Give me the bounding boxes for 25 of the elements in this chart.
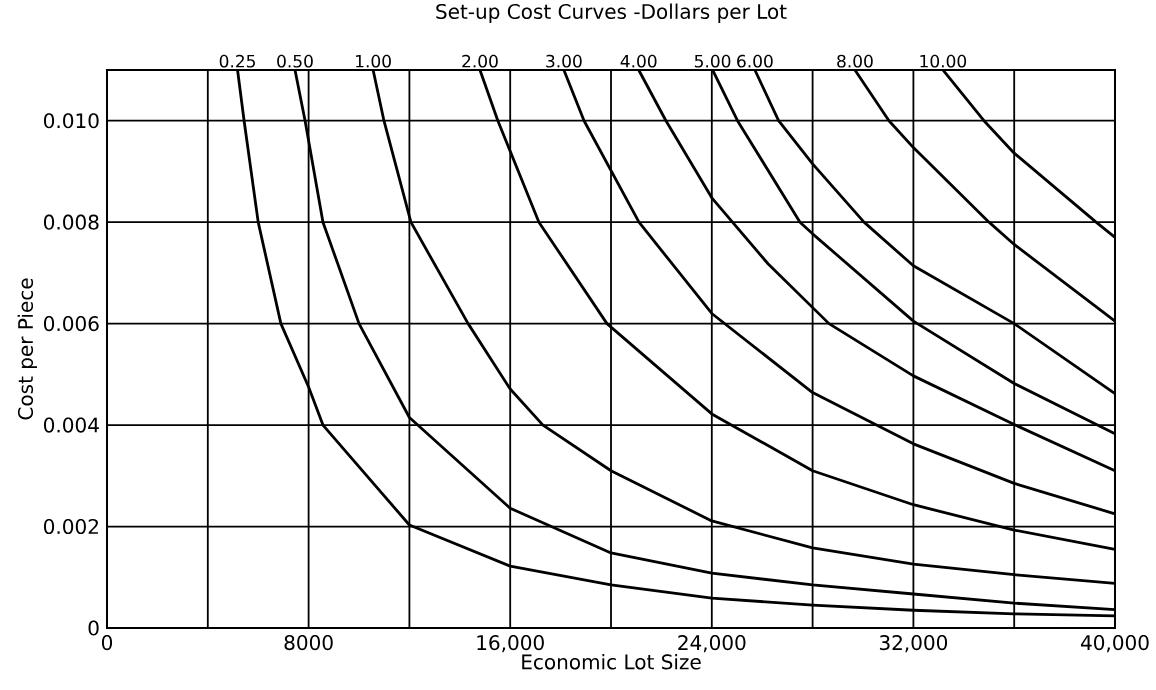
series-label: 0.50 [277,54,313,68]
x-tick-label: 8000 [284,635,333,651]
y-tick-label: 0.004 [44,417,99,433]
x-tick-label: 32,000 [879,635,948,653]
series-label: 10.00 [920,54,967,68]
series-label: 3.00 [546,54,582,68]
x-axis-title: Economic Lot Size [522,653,701,670]
y-tick-label: 0 [88,620,99,636]
series-label: 2.00 [462,54,498,68]
series-label: 0.25 [219,54,255,68]
series-label: 1.00 [356,54,391,68]
y-tick-label: 0.006 [44,316,99,332]
y-tick-label: 0.008 [44,214,99,230]
series-label: 6.00 [737,54,773,68]
y-axis-title: Cost per Piece [17,278,37,420]
series-label: 4.00 [620,54,657,68]
chart-title: Set-up Cost Curves -Dollars per Lot [436,3,787,23]
x-tick-label: 16,000 [477,635,544,653]
y-tick-label: 0.002 [44,518,98,535]
x-tick-label: 40,000 [1080,635,1149,653]
x-tick-label: 0 [101,635,113,651]
x-tick-label: 24,000 [678,635,746,653]
series-label: 5.00 [694,54,731,68]
series-label: 8.00 [837,54,873,68]
y-tick-label: 0.010 [44,113,99,129]
